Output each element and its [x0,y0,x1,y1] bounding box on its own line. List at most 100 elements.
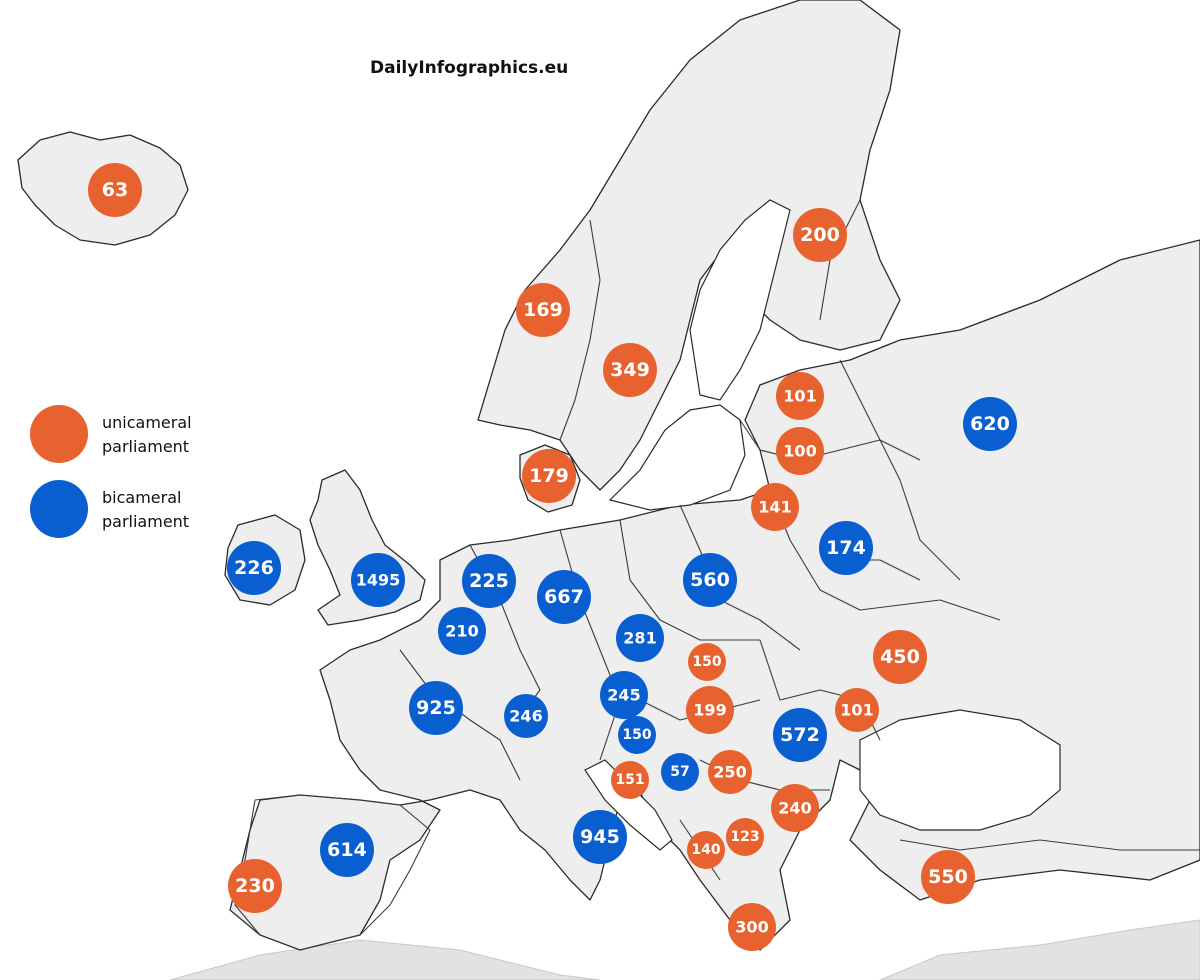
parliament-bubble-circle [522,449,576,503]
parliament-bubble: 169 [516,283,570,337]
iberia-border [234,794,431,951]
parliament-bubble-circle [687,831,725,869]
parliament-bubble: 123 [726,818,764,856]
parliament-bubble-circle [504,694,548,738]
parliament-bubble-circle [227,541,281,595]
parliament-bubble-label: 560 [690,569,730,591]
parliament-bubble-label: 63 [102,179,128,201]
parliament-bubble-label: 150 [692,654,721,670]
parliament-bubble-label: 150 [622,727,651,743]
parliament-bubble-circle [873,630,927,684]
parliament-bubble-circle [228,859,282,913]
parliament-bubble-label: 101 [840,701,873,720]
parliament-bubble-circle [773,708,827,762]
parliament-bubble-label: 250 [713,763,746,782]
north-africa-land [169,939,601,980]
parliament-bubble: 101 [835,688,879,732]
parliament-bubble-circle [686,686,734,734]
parliament-bubble: 300 [728,903,776,951]
parliament-bubble: 179 [522,449,576,503]
parliament-bubble-label: 667 [544,586,584,608]
parliament-bubble: 572 [773,708,827,762]
parliament-bubble: 620 [963,397,1017,451]
parliament-bubble-circle [438,607,486,655]
parliament-bubble: 174 [819,521,873,575]
site-title: DailyInfographics.eu [370,58,569,78]
parliament-bubble-label: 100 [783,442,816,461]
adriatic-sea [584,759,673,851]
parliament-bubble-circle [611,761,649,799]
parliament-bubble-circle [409,681,463,735]
parliament-bubble: 614 [320,823,374,877]
parliament-bubbles: 63 200 169 349 101 100 620 179 141 174 226 1495 225 6… [88,163,1017,951]
parliament-bubble: 450 [873,630,927,684]
black-sea [859,709,1061,831]
parliament-bubble-circle [537,570,591,624]
parliament-bubble-circle [751,483,799,531]
parliament-bubble-circle [516,283,570,337]
parliament-bubble: 151 [611,761,649,799]
parliament-bubble: 101 [776,372,824,420]
parliament-bubble: 200 [793,208,847,262]
parliament-bubble: 550 [921,850,975,904]
parliament-bubble-label: 925 [416,697,456,719]
parliament-bubble-label: 169 [523,299,563,321]
parliament-bubble-label: 281 [623,629,656,648]
parliament-bubble: 945 [573,810,627,864]
legend-bicameral-swatch [30,480,88,538]
parliament-bubble-circle [819,521,873,575]
parliament-bubble-circle [603,343,657,397]
legend-unicameral-swatch [30,405,88,463]
parliament-bubble: 210 [438,607,486,655]
parliament-bubble: 1495 [351,553,405,607]
parliament-bubble: 560 [683,553,737,607]
parliament-bubble-label: 210 [445,622,478,641]
parliament-bubble: 225 [462,554,516,608]
parliament-bubble-circle [351,553,405,607]
parliament-bubble-label: 226 [234,557,274,579]
parliament-bubble: 250 [708,750,752,794]
parliament-bubble-circle [88,163,142,217]
parliament-bubble-label: 199 [693,701,726,720]
parliament-bubble-label: 151 [615,772,644,788]
parliament-bubble-label: 550 [928,866,968,888]
parliament-bubble-circle [618,716,656,754]
parliament-bubble: 57 [661,753,699,791]
parliament-bubble-label: 179 [529,465,569,487]
parliament-bubble-label: 123 [730,829,759,845]
parliament-bubble-label: 620 [970,413,1010,435]
parliament-bubble-label: 101 [783,387,816,406]
parliament-bubble-label: 230 [235,875,275,897]
legend-unicameral-label: unicameral parliament [102,413,192,456]
parliament-bubble-circle [793,208,847,262]
parliament-bubble: 140 [687,831,725,869]
parliament-bubble-label: 225 [469,570,509,592]
parliament-bubble-label: 349 [610,359,650,381]
parliament-bubble-circle [771,784,819,832]
parliament-bubble-label: 614 [327,839,367,861]
parliament-bubble: 150 [618,716,656,754]
middle-east-land [879,919,1200,980]
parliament-bubble-circle [835,688,879,732]
parliament-bubble-circle [776,372,824,420]
parliament-bubble-label: 57 [670,764,689,780]
parliament-bubble-label: 245 [607,686,640,705]
parliament-bubble-circle [320,823,374,877]
parliament-bubble: 226 [227,541,281,595]
parliament-bubble: 349 [603,343,657,397]
parliament-bubble-circle [776,427,824,475]
parliament-bubble-circle [600,671,648,719]
parliament-bubble-label: 200 [800,224,840,246]
legend-bicameral-label: bicameral parliament [102,488,190,531]
parliament-bubble: 199 [686,686,734,734]
parliament-bubble: 230 [228,859,282,913]
parliament-bubble-circle [726,818,764,856]
parliament-bubble-label: 450 [880,646,920,668]
parliament-bubble: 100 [776,427,824,475]
parliament-bubble-label: 141 [758,498,791,517]
parliament-bubble-circle [708,750,752,794]
parliament-bubble-label: 1495 [356,571,401,590]
parliament-bubble-label: 140 [691,842,720,858]
parliament-bubble: 245 [600,671,648,719]
